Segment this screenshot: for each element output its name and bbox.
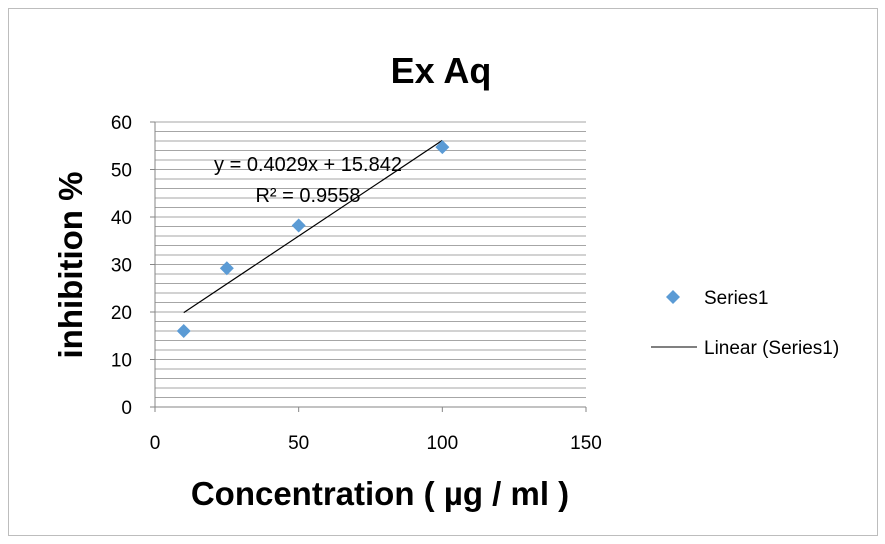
data-point (291, 218, 306, 233)
trendline-equation: y = 0.4029x + 15.842 (214, 154, 402, 176)
axes (150, 121, 587, 412)
x-tick-label: 100 (426, 433, 458, 454)
trendline (183, 139, 443, 314)
data-point (219, 261, 234, 276)
chart-title: Ex Aq (391, 50, 492, 91)
legend: Series1 Linear (Series1) (651, 288, 839, 359)
data-point (176, 324, 191, 338)
chart-frame (8, 8, 878, 536)
x-tick-label: 50 (288, 433, 309, 454)
x-tick-label: 0 (150, 433, 161, 454)
y-tick-label: 10 (111, 351, 132, 372)
trendline-group (183, 139, 443, 314)
x-tick-label: 150 (570, 433, 602, 454)
y-tick-label: 60 (111, 113, 132, 134)
trendline-r-squared: R² = 0.9558 (255, 185, 360, 207)
y-tick-label: 0 (121, 398, 132, 419)
legend-label-trendline: Linear (Series1) (704, 338, 839, 359)
legend-marker-series1 (666, 290, 680, 304)
y-tick-label: 50 (111, 161, 132, 182)
y-tick-label: 40 (111, 208, 132, 229)
data-point (435, 140, 450, 155)
tick-labels: 0 10 20 30 40 50 60 0 50 100 150 (111, 113, 602, 454)
y-tick-label: 20 (111, 303, 132, 324)
legend-label-series1: Series1 (704, 288, 768, 309)
y-tick-label: 30 (111, 256, 132, 277)
data-points (176, 140, 450, 338)
x-axis-label: Concentration ( µg / ml ) (191, 475, 569, 512)
y-axis-label: inhibition % (52, 172, 89, 359)
